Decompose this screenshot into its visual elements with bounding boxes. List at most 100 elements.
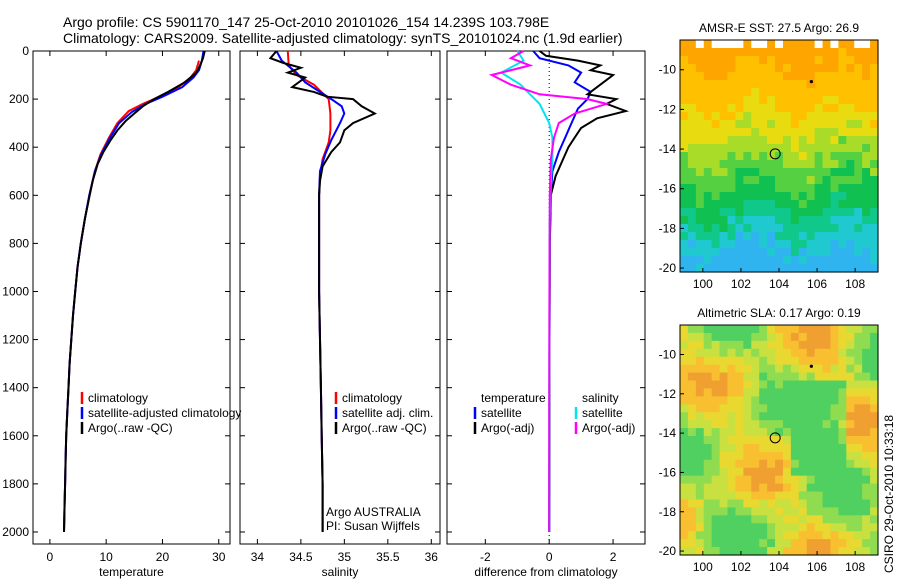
sla_map-cell: [830, 491, 839, 501]
sla_map-cell: [846, 547, 855, 556]
sst_map-cell: [806, 88, 816, 97]
sst_map-cell: [751, 256, 760, 265]
sla_map-cell: [711, 443, 721, 453]
difference-xlabel: difference from climatology: [474, 565, 617, 579]
sst_map-cell: [814, 104, 824, 113]
sla_map-cell: [822, 340, 832, 350]
sla_map-cell: [743, 404, 752, 413]
sst_map-cell: [782, 200, 792, 209]
sla_map-cell: [790, 428, 800, 437]
sst_map-cell: [735, 48, 744, 57]
sla_map-cell: [727, 491, 737, 501]
sla_map-cell: [727, 340, 737, 350]
sst_map-cell: [790, 160, 800, 169]
sla_map-cell: [830, 483, 839, 493]
sla_map-cell: [759, 396, 768, 405]
sla_map-cell: [790, 483, 800, 493]
sla_map-cell: [719, 475, 729, 485]
sst_map-cell: [822, 96, 832, 105]
sst_map-cell: [862, 96, 871, 105]
sst_map-cell: [806, 160, 816, 169]
sst_map-cell: [782, 216, 792, 225]
sst_map-cell: [790, 56, 800, 65]
sst_map-cell: [806, 208, 816, 217]
sla_map-cell: [775, 325, 784, 334]
sst_map-cell: [719, 216, 729, 225]
sla_map-cell: [687, 467, 697, 477]
sst_map-cell: [687, 208, 697, 217]
sst_map-cell: [854, 240, 863, 249]
sst_map-cell: [806, 144, 816, 153]
sst_map-cell: [870, 232, 879, 241]
sla_map-cell: [854, 507, 863, 516]
sst_map-cell: [735, 192, 744, 201]
sla_map-cell: [743, 499, 752, 509]
sst_map-cell: [870, 216, 879, 225]
sst_map-cell: [822, 264, 832, 273]
sla_map-cell: [798, 412, 808, 421]
sst_map-cell: [680, 136, 689, 145]
sla_map-cell: [751, 340, 760, 350]
sst_map-cell: [711, 112, 721, 121]
sst_map-cell: [814, 80, 824, 89]
sst_map-cell: [870, 56, 879, 65]
sst_map-cell: [751, 112, 760, 121]
sla_map-cell: [767, 428, 776, 437]
sla_map-cell: [767, 539, 776, 548]
sst_map-cell: [743, 96, 752, 105]
sst_map-cell: [798, 64, 808, 73]
sst_map-cell: [814, 192, 824, 201]
sst_map-cell: [775, 176, 784, 185]
sst_map-cell: [838, 56, 847, 65]
sla_map-cell: [838, 420, 847, 429]
sst_map-cell: [711, 168, 721, 177]
sst_map-cell: [814, 96, 824, 105]
sla_map-cell: [695, 547, 705, 556]
sla_map-cell: [751, 499, 760, 509]
sst_map-cell: [798, 96, 808, 105]
sst_map-cell: [695, 184, 705, 193]
sla_map-cell: [680, 491, 689, 501]
sla_map-cell: [814, 499, 824, 509]
sla_map-cell: [735, 428, 744, 437]
sst_map-cell: [680, 112, 689, 121]
sst_map-cell: [751, 248, 760, 257]
sla_map-cell: [846, 404, 855, 413]
sst_map-cell: [711, 64, 721, 73]
sla_map-cell: [687, 404, 697, 413]
sla_map-cell: [870, 507, 879, 516]
sst_map-cell: [759, 152, 768, 161]
figure-title-line-1: Argo profile: CS 5901170_147 25-Oct-2010…: [63, 14, 549, 30]
sla_map-cell: [703, 467, 713, 477]
sla_map-cell: [703, 380, 713, 390]
sla_map-cell: [775, 491, 784, 501]
sla_map-cell: [719, 459, 729, 469]
figure-title-line-2: Climatology: CARS2009. Satellite-adjuste…: [63, 30, 623, 46]
sla_map-cell: [782, 388, 792, 397]
sst_map-cell: [838, 144, 847, 153]
sla_map-cell: [870, 372, 879, 382]
sst_map-cell: [814, 136, 824, 145]
sst_map-cell: [854, 120, 863, 129]
sla_map-cell: [687, 451, 697, 461]
sst_map-cell: [703, 208, 713, 217]
sst_map-cell: [822, 200, 832, 209]
sst_map-cell: [862, 112, 871, 121]
sla_map-cell: [862, 325, 871, 334]
sla_map-cell: [695, 499, 705, 509]
sla_map-cell: [838, 515, 847, 524]
sst_map-cell: [830, 184, 839, 193]
sla_map-cell: [680, 420, 689, 429]
sst_map-cell: [687, 248, 697, 257]
sst_map-cell: [703, 88, 713, 97]
sla_map-cell: [719, 507, 729, 516]
sla_map-cell: [680, 499, 689, 509]
sst_map-cell: [790, 80, 800, 89]
sst_map-cell: [727, 88, 737, 97]
depth-tick-label: 1400: [2, 381, 29, 395]
sla_map-cell: [695, 475, 705, 485]
sst_map-cell: [870, 96, 879, 105]
sst_map-cell: [727, 176, 737, 185]
sst_map-cell: [870, 120, 879, 129]
sst_map-cell: [775, 80, 784, 89]
